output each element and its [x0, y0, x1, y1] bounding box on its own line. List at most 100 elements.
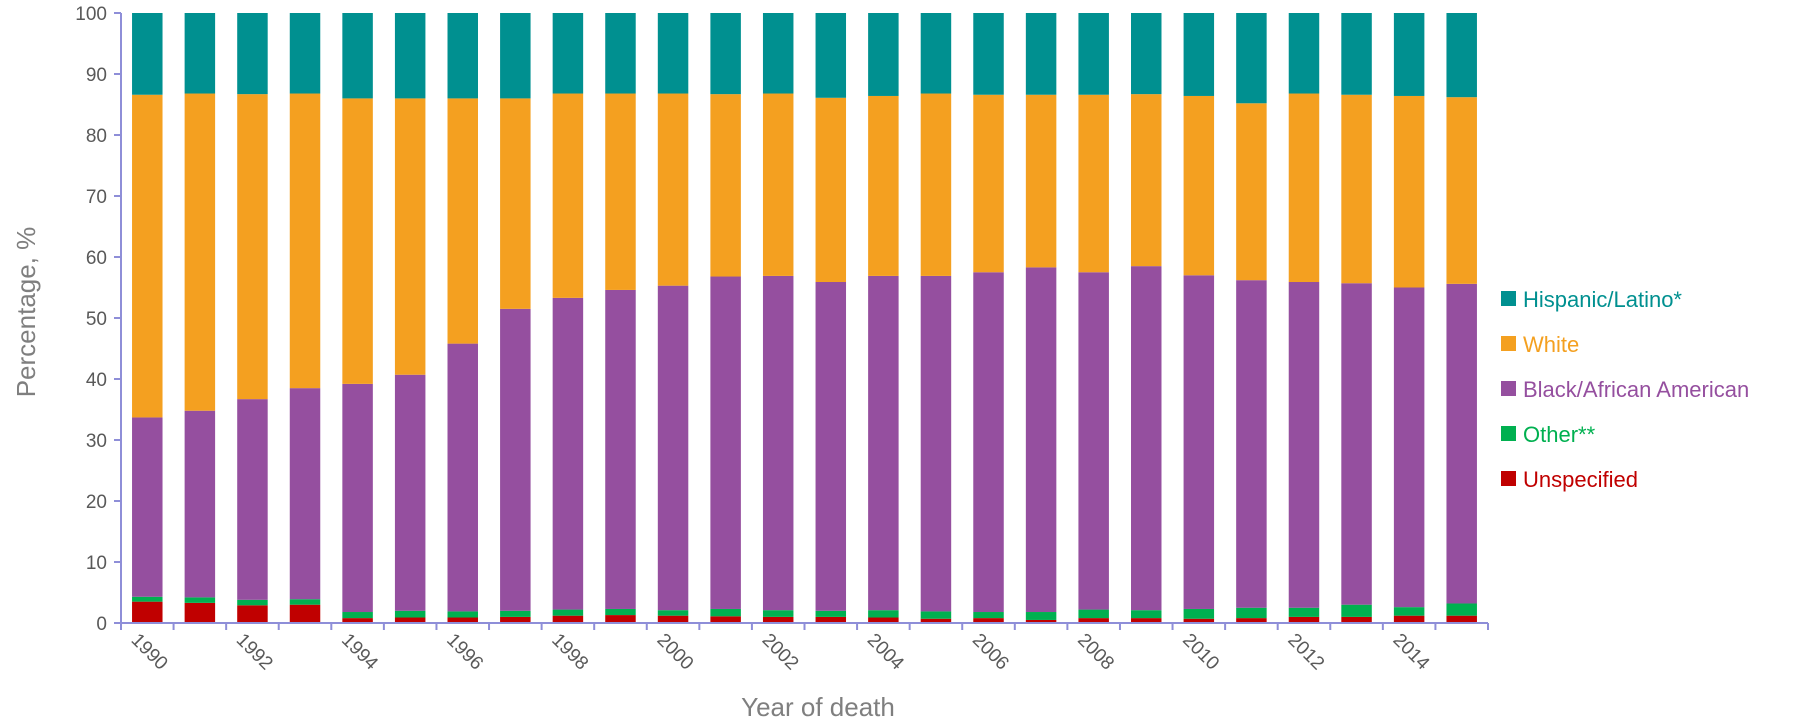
legend-item: Other**	[1501, 422, 1596, 447]
bar-segment	[657, 615, 689, 623]
legend-swatch	[1501, 381, 1516, 396]
y-tick-label: 10	[86, 553, 107, 574]
bar-segment	[342, 13, 373, 99]
bar-segment	[1393, 287, 1425, 608]
bar-segment	[1446, 615, 1477, 623]
bar-segment	[1236, 13, 1267, 104]
bar-segment	[605, 608, 636, 616]
bar-segment	[1288, 282, 1320, 608]
legend-label: Hispanic/Latino*	[1523, 287, 1682, 312]
bar-segment	[552, 615, 584, 623]
legend-swatch	[1501, 471, 1516, 486]
bar-segment	[1183, 275, 1215, 609]
bar-segment	[1341, 604, 1372, 617]
bar-segment	[552, 93, 584, 298]
x-tick-label: 2012	[1283, 630, 1328, 675]
bar-segment	[710, 608, 741, 617]
bar-segment	[447, 611, 478, 618]
bar-segment	[500, 616, 531, 623]
bar-segment	[1183, 13, 1215, 96]
bar-segment	[1131, 13, 1162, 95]
bar-segment	[184, 93, 216, 411]
bar-segment	[447, 98, 478, 344]
bar-segment	[815, 97, 847, 283]
bar-segment	[815, 13, 847, 98]
bar-segment	[1078, 272, 1109, 610]
bar-segment	[973, 272, 1004, 613]
bar-segment	[1236, 607, 1267, 619]
y-tick-label: 90	[86, 65, 107, 86]
bar-segment	[710, 94, 741, 277]
bar-segment	[1025, 94, 1057, 268]
bar-segment	[1288, 607, 1320, 617]
bar-segment	[237, 94, 268, 400]
bar-segment	[447, 617, 478, 623]
bar-segment	[1078, 13, 1109, 95]
bar-segment	[868, 13, 899, 96]
bar-segment	[605, 93, 636, 290]
bar-segment	[973, 94, 1004, 273]
legend-label: White	[1523, 332, 1579, 357]
legend-item: Hispanic/Latino*	[1501, 287, 1682, 312]
bar-segment	[342, 383, 373, 613]
y-tick-label: 30	[86, 431, 107, 452]
bar-segment	[500, 13, 531, 99]
bar-segment	[1446, 97, 1477, 284]
x-tick-label: 2008	[1073, 630, 1118, 675]
bar-segment	[394, 13, 426, 99]
bar-segment	[920, 13, 952, 94]
bar-segment	[1078, 94, 1109, 273]
bar-segment	[815, 610, 847, 617]
bar-segment	[552, 13, 584, 94]
bar-segment	[500, 98, 531, 309]
bar-segment	[1025, 612, 1057, 620]
bar-segment	[657, 285, 689, 611]
bar-segment	[1131, 618, 1162, 623]
bar-segment	[1236, 280, 1267, 608]
legend-label: Unspecified	[1523, 467, 1638, 492]
bar-segment	[1183, 608, 1215, 619]
bar-segment	[973, 13, 1004, 95]
legend-label: Black/African American	[1523, 377, 1749, 402]
bar-segment	[1025, 267, 1057, 613]
bar-segment	[1393, 95, 1425, 288]
legend-item: Unspecified	[1501, 467, 1638, 492]
bar-segment	[868, 275, 899, 611]
bar-segment	[657, 93, 689, 286]
bar-segment	[1446, 603, 1477, 616]
bar-segment	[762, 616, 794, 623]
y-tick-label: 80	[86, 126, 107, 147]
bar-segment	[289, 604, 321, 623]
legend-item: Black/African American	[1501, 377, 1749, 402]
y-tick-label: 100	[75, 4, 107, 25]
bar-segment	[184, 597, 216, 603]
bar-segment	[710, 616, 741, 623]
bar-segment	[447, 343, 478, 612]
x-tick-label: 2006	[968, 630, 1013, 675]
bar-segment	[552, 297, 584, 610]
y-tick-label: 40	[86, 370, 107, 391]
bar-segment	[1236, 103, 1267, 281]
x-tick-label: 1996	[442, 630, 487, 675]
bar-segment	[342, 618, 373, 623]
x-tick-label: 1994	[337, 630, 382, 675]
bar-segment	[1393, 607, 1425, 616]
bar-segment	[920, 618, 952, 623]
bar-segment	[447, 13, 478, 99]
x-tick-label: 2000	[653, 630, 698, 675]
x-tick-label: 1992	[232, 630, 277, 675]
y-tick-label: 0	[96, 614, 107, 635]
bar-segment	[1183, 95, 1215, 276]
legend-item: White	[1501, 332, 1579, 357]
bar-segment	[1025, 619, 1057, 623]
bar-segment	[552, 609, 584, 616]
legend-swatch	[1501, 291, 1516, 306]
bar-segment	[394, 610, 426, 618]
bar-segment	[605, 13, 636, 94]
bar-segment	[605, 615, 636, 623]
y-axis-title: Percentage, %	[11, 227, 41, 398]
bar-segment	[920, 93, 952, 276]
bar-segment	[868, 617, 899, 623]
bar-segment	[1131, 610, 1162, 619]
bar-segment	[500, 610, 531, 617]
